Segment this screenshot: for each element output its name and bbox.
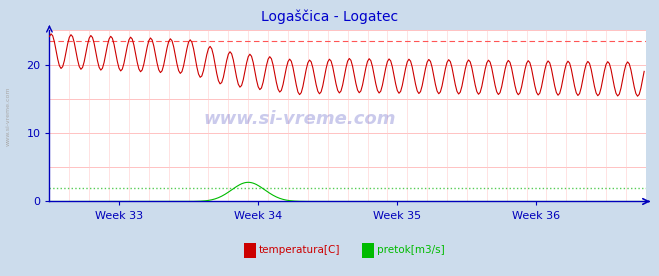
Text: www.si-vreme.com: www.si-vreme.com (6, 86, 11, 146)
Text: www.si-vreme.com: www.si-vreme.com (204, 110, 396, 128)
Text: pretok[m3/s]: pretok[m3/s] (377, 245, 445, 255)
Text: Logaščica - Logatec: Logaščica - Logatec (261, 10, 398, 24)
Text: temperatura[C]: temperatura[C] (258, 245, 340, 255)
